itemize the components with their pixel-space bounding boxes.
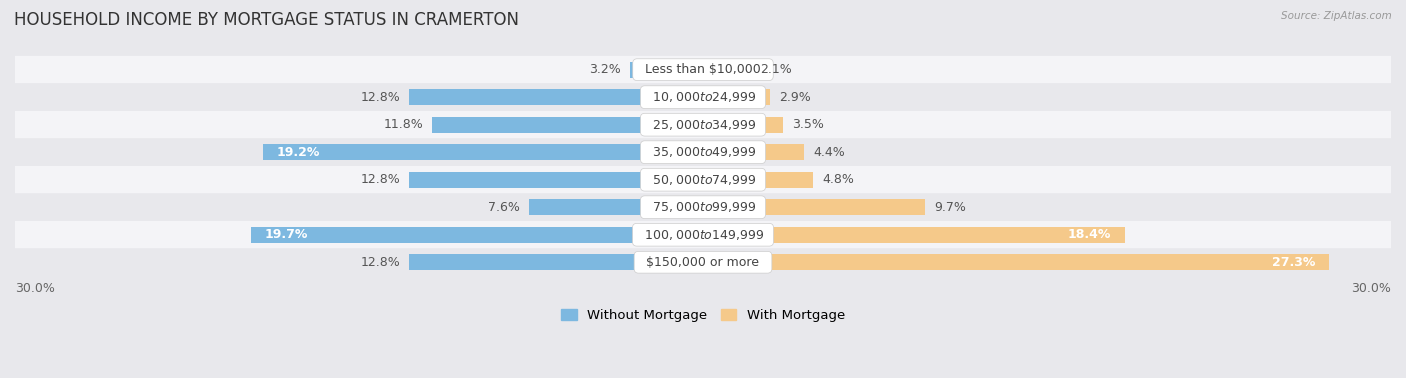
Text: 30.0%: 30.0% (15, 282, 55, 295)
Text: 7.6%: 7.6% (488, 201, 520, 214)
Text: 18.4%: 18.4% (1067, 228, 1111, 241)
FancyBboxPatch shape (0, 166, 1406, 194)
Text: $10,000 to $24,999: $10,000 to $24,999 (645, 90, 761, 104)
Text: 12.8%: 12.8% (360, 256, 401, 269)
Bar (409, 254, 703, 270)
Text: $35,000 to $49,999: $35,000 to $49,999 (645, 145, 761, 159)
FancyBboxPatch shape (0, 84, 1406, 111)
Text: 4.8%: 4.8% (823, 173, 853, 186)
Bar (703, 117, 783, 133)
FancyBboxPatch shape (0, 194, 1406, 221)
Legend: Without Mortgage, With Mortgage: Without Mortgage, With Mortgage (555, 304, 851, 328)
Bar (703, 254, 1329, 270)
Text: 2.9%: 2.9% (779, 91, 810, 104)
Bar (409, 89, 703, 105)
Text: HOUSEHOLD INCOME BY MORTGAGE STATUS IN CRAMERTON: HOUSEHOLD INCOME BY MORTGAGE STATUS IN C… (14, 11, 519, 29)
Bar (703, 89, 769, 105)
FancyBboxPatch shape (0, 56, 1406, 84)
Text: 27.3%: 27.3% (1272, 256, 1316, 269)
Text: Less than $10,000: Less than $10,000 (637, 63, 769, 76)
Bar (630, 62, 703, 77)
Text: Source: ZipAtlas.com: Source: ZipAtlas.com (1281, 11, 1392, 21)
Text: 12.8%: 12.8% (360, 173, 401, 186)
Bar (703, 227, 1125, 243)
Text: 4.4%: 4.4% (813, 146, 845, 159)
Bar (703, 144, 804, 160)
Text: 11.8%: 11.8% (384, 118, 423, 131)
Text: 30.0%: 30.0% (1351, 282, 1391, 295)
Text: 19.7%: 19.7% (264, 228, 308, 241)
Bar (529, 199, 703, 215)
FancyBboxPatch shape (0, 111, 1406, 138)
Bar (409, 172, 703, 188)
Text: 3.2%: 3.2% (589, 63, 620, 76)
Bar (703, 62, 751, 77)
FancyBboxPatch shape (0, 248, 1406, 276)
Bar (703, 199, 925, 215)
Text: $75,000 to $99,999: $75,000 to $99,999 (645, 200, 761, 214)
Bar (703, 172, 813, 188)
Text: 12.8%: 12.8% (360, 91, 401, 104)
Text: $100,000 to $149,999: $100,000 to $149,999 (637, 228, 769, 242)
Bar (252, 227, 703, 243)
Text: 19.2%: 19.2% (277, 146, 319, 159)
FancyBboxPatch shape (0, 138, 1406, 166)
Text: 3.5%: 3.5% (793, 118, 824, 131)
FancyBboxPatch shape (0, 221, 1406, 248)
Bar (433, 117, 703, 133)
Text: $25,000 to $34,999: $25,000 to $34,999 (645, 118, 761, 132)
Text: 9.7%: 9.7% (935, 201, 966, 214)
Bar (263, 144, 703, 160)
Text: 2.1%: 2.1% (761, 63, 792, 76)
Text: $150,000 or more: $150,000 or more (638, 256, 768, 269)
Text: $50,000 to $74,999: $50,000 to $74,999 (645, 173, 761, 187)
